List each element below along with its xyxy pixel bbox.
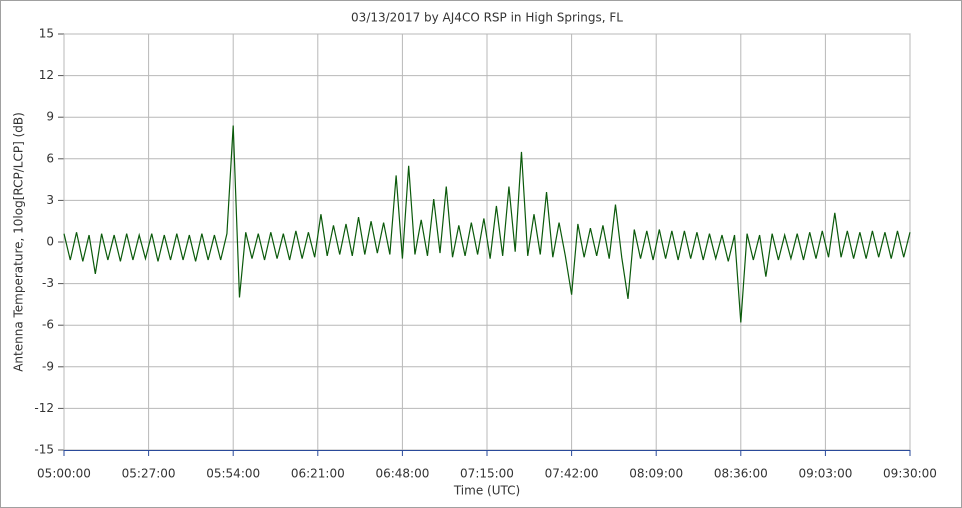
- x-tick-label: 05:54:00: [206, 467, 260, 481]
- x-tick-label: 08:09:00: [629, 467, 683, 481]
- y-tick-label: 15: [39, 27, 54, 41]
- x-tick-label: 07:15:00: [460, 467, 514, 481]
- x-tick-label: 05:27:00: [122, 467, 176, 481]
- data-line: [63, 125, 911, 323]
- x-tick-label: 06:21:00: [291, 467, 345, 481]
- y-tick-label: -12: [34, 401, 54, 415]
- y-tick-label: 12: [39, 68, 54, 82]
- x-axis-label: Time (UTC): [453, 484, 520, 498]
- y-tick-label: 6: [46, 151, 54, 165]
- chart-title: 03/13/2017 by AJ4CO RSP in High Springs,…: [351, 11, 623, 25]
- x-tick-label: 06:48:00: [375, 467, 429, 481]
- y-tick-label: 9: [46, 110, 54, 124]
- y-tick-label: -6: [42, 318, 54, 332]
- y-tick-label: 0: [46, 235, 54, 249]
- x-tick-label: 09:30:00: [883, 467, 937, 481]
- x-tick-label: 07:42:00: [545, 467, 599, 481]
- x-tick-label: 09:03:00: [798, 467, 852, 481]
- y-tick-label: 3: [46, 193, 54, 207]
- x-tick-label: 08:36:00: [714, 467, 768, 481]
- y-tick-label: -9: [42, 359, 54, 373]
- y-tick-label: -15: [34, 443, 54, 457]
- x-tick-label: 05:00:00: [37, 467, 91, 481]
- y-axis-label: Antenna Temperature, 10log[RCP/LCP] (dB): [12, 112, 26, 372]
- y-tick-label: -3: [42, 276, 54, 290]
